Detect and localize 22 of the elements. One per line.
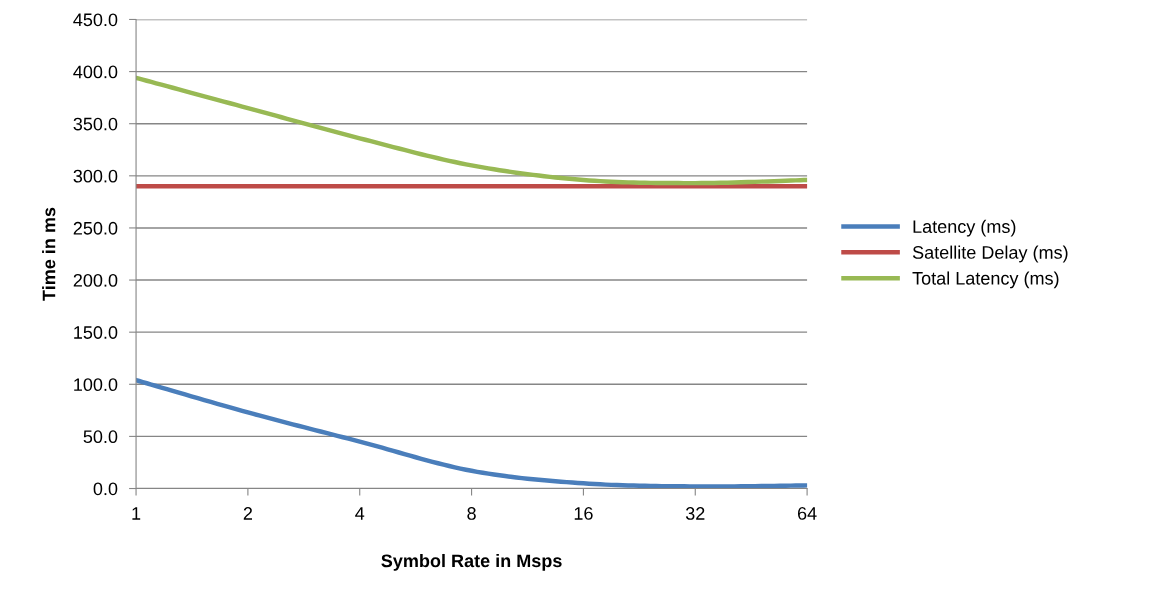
y-tick-label: 350.0 (73, 117, 118, 131)
y-tick-label: 450.0 (73, 13, 118, 27)
x-tick-label: 32 (685, 507, 705, 520)
y-axis-title: Time in ms (42, 207, 56, 301)
x-tick-label: 1 (132, 507, 141, 520)
x-tick-label: 16 (574, 507, 593, 520)
y-tick-label: 0.0 (93, 482, 118, 496)
legend-label: Latency (ms) (913, 219, 1016, 237)
x-tick-label: 4 (355, 507, 365, 520)
x-tick-label: 2 (243, 507, 253, 520)
y-tick-label: 300.0 (73, 169, 118, 183)
y-tick-label: 150.0 (74, 326, 118, 339)
y-tick-label: 200.0 (73, 273, 118, 287)
x-tick-label: 8 (467, 507, 476, 520)
y-tick-label: 400.0 (73, 65, 118, 79)
x-axis-title: Symbol Rate in Msps (381, 553, 562, 571)
legend-label: Total Latency (ms) (912, 271, 1059, 289)
y-tick-label: 50.0 (83, 430, 118, 444)
x-tick-label: 64 (797, 507, 817, 520)
y-tick-label: 250.0 (73, 221, 118, 235)
legend-label: Satellite Delay (ms) (912, 245, 1068, 263)
y-tick-label: 100.0 (74, 378, 118, 392)
